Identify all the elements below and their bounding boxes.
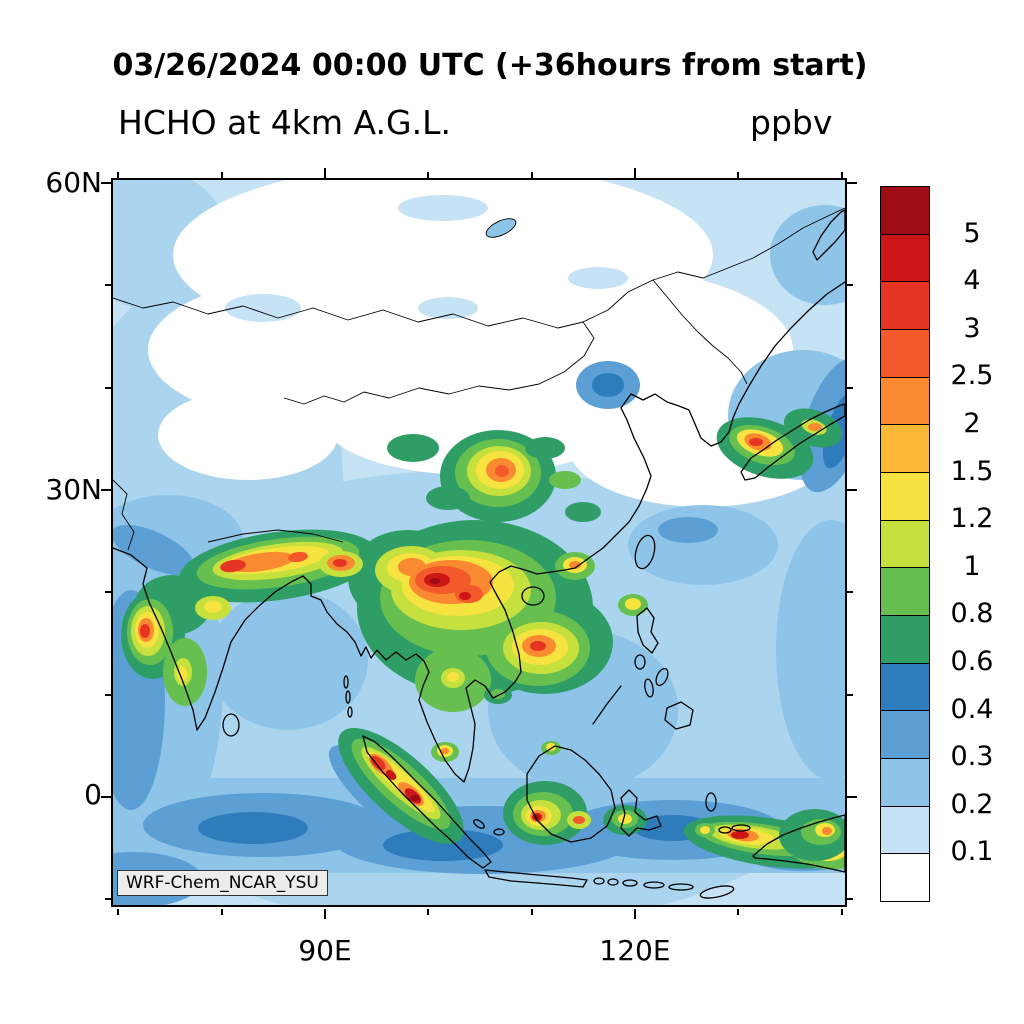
colorbar-cell — [881, 281, 929, 330]
colorbar-cell — [881, 424, 929, 473]
map-plot-area: WRF-Chem_NCAR_YSU — [111, 178, 847, 907]
colorbar-cell — [881, 662, 929, 711]
colorbar-label: 1.5 — [950, 455, 994, 487]
contour-field — [113, 180, 845, 905]
axis-tick — [847, 489, 857, 491]
lon-label-120e: 120E — [599, 934, 671, 967]
colorbar-cell — [881, 472, 929, 520]
axis-tick — [634, 909, 636, 919]
axis-tick — [101, 489, 111, 491]
axis-tick — [841, 909, 843, 915]
colorbar-cell — [881, 187, 929, 234]
colorbar-label: 0.8 — [950, 598, 994, 630]
variable-label: HCHO at 4km A.G.L. — [118, 103, 451, 142]
colorbar-cell — [881, 567, 929, 616]
colorbar-label: 2 — [963, 408, 981, 439]
map-field-svg — [113, 180, 845, 905]
axis-tick — [531, 172, 533, 178]
colorbar-label: 0.3 — [950, 741, 994, 773]
model-watermark: WRF-Chem_NCAR_YSU — [117, 870, 328, 896]
axis-tick — [634, 168, 636, 178]
axis-tick — [105, 898, 111, 900]
colorbar-label: 0.6 — [950, 646, 994, 677]
lat-label-30n: 30N — [45, 473, 102, 506]
axis-tick — [847, 796, 857, 798]
colorbar-label: 4 — [963, 265, 981, 297]
colorbar-cell — [881, 329, 929, 377]
axis-tick — [221, 909, 223, 915]
axis-tick — [427, 909, 429, 915]
axis-tick — [841, 172, 843, 178]
axis-tick — [105, 591, 111, 593]
country-borders — [113, 207, 845, 551]
colorbar — [880, 186, 930, 902]
colorbar-cell — [881, 710, 929, 759]
axis-tick — [101, 182, 111, 184]
axis-tick — [427, 172, 429, 178]
axis-tick — [847, 284, 853, 286]
colorbar-label: 1 — [963, 550, 981, 582]
axis-tick — [221, 172, 223, 178]
axis-tick — [847, 182, 857, 184]
axis-tick — [847, 694, 853, 696]
coastlines — [113, 209, 845, 899]
axis-tick — [737, 909, 739, 915]
colorbar-cell — [881, 519, 929, 568]
lon-label-90e: 90E — [298, 934, 352, 967]
figure-title: 03/26/2024 00:00 UTC (+36hours from star… — [112, 48, 868, 83]
colorbar-labels: 5 4 3 2.5 2 1.5 1.2 1 0.8 0.6 0.4 0.3 0.2 0.1 — [934, 186, 1010, 900]
axis-tick — [737, 172, 739, 178]
axis-tick — [324, 168, 326, 178]
axis-tick — [847, 898, 853, 900]
colorbar-label: 5 — [963, 217, 981, 249]
colorbar-label: 2.5 — [950, 360, 994, 392]
lat-label-0: 0 — [84, 778, 102, 811]
axis-tick — [117, 909, 119, 915]
colorbar-cell — [881, 615, 929, 663]
axis-tick — [105, 387, 111, 389]
axis-tick — [847, 387, 853, 389]
units-label: ppbv — [750, 103, 833, 142]
colorbar-cell — [881, 233, 929, 282]
colorbar-label: 1.2 — [950, 503, 994, 535]
axis-tick — [117, 172, 119, 178]
colorbar-cell — [881, 853, 929, 902]
colorbar-cell — [881, 805, 929, 854]
colorbar-label: 0.1 — [950, 836, 994, 868]
colorbar-label: 0.2 — [950, 788, 994, 820]
axis-tick — [105, 284, 111, 286]
colorbar-label: 0.4 — [950, 693, 994, 725]
axis-tick — [531, 909, 533, 915]
axis-tick — [105, 694, 111, 696]
axis-tick — [101, 796, 111, 798]
lat-label-60n: 60N — [45, 166, 102, 199]
axis-tick — [324, 909, 326, 919]
colorbar-cell — [881, 376, 929, 425]
axis-tick — [847, 591, 853, 593]
colorbar-label: 3 — [963, 312, 981, 344]
colorbar-cell — [881, 758, 929, 806]
